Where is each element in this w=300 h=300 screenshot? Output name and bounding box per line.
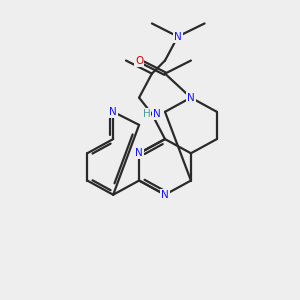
Text: H: H bbox=[142, 109, 150, 119]
Text: N: N bbox=[187, 93, 195, 103]
Text: N: N bbox=[109, 107, 117, 117]
Text: O: O bbox=[135, 56, 143, 65]
Text: N: N bbox=[174, 32, 182, 41]
Text: N: N bbox=[161, 190, 169, 200]
Text: N: N bbox=[135, 148, 143, 158]
Text: N: N bbox=[153, 109, 161, 119]
